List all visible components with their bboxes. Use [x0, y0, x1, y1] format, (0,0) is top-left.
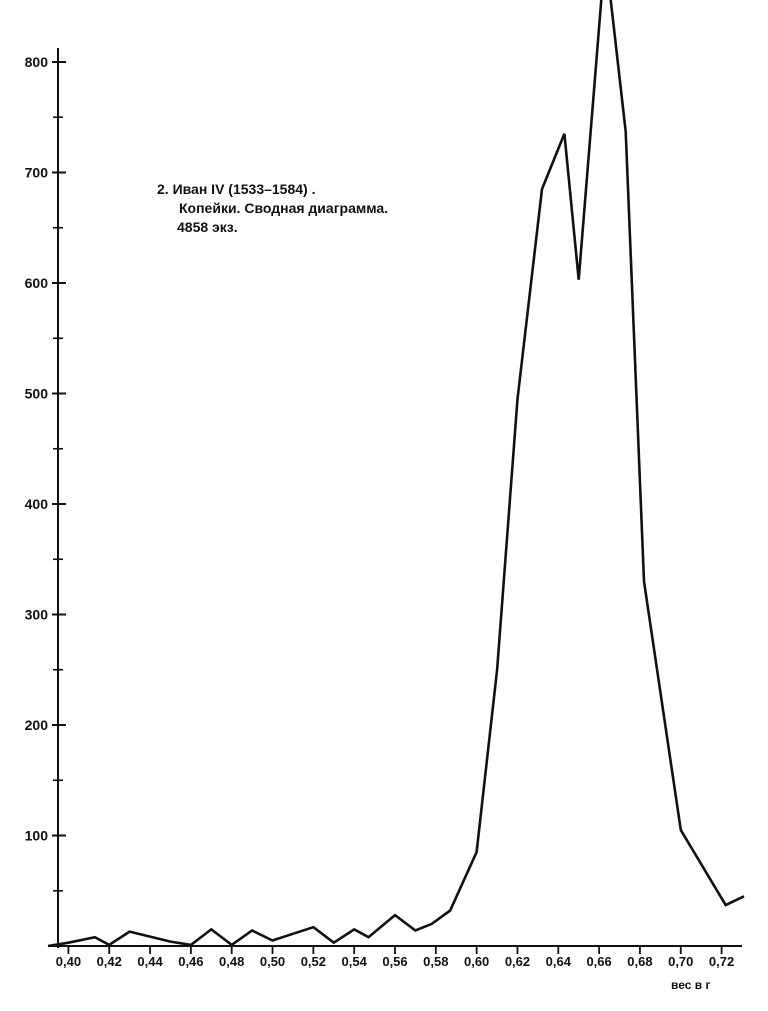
y-tick-label: 400 [25, 496, 49, 512]
y-tick-label: 100 [25, 828, 49, 844]
x-tick-label: 0,40 [56, 954, 81, 969]
x-tick-label: 0,58 [423, 954, 448, 969]
x-tick-label: 0,52 [301, 954, 326, 969]
x-tick-label: 0,66 [586, 954, 611, 969]
x-tick-label: 0,54 [342, 954, 368, 969]
y-tick-label: 700 [25, 165, 49, 181]
x-tick-label: 0,72 [709, 954, 734, 969]
x-tick-label: 0,46 [178, 954, 203, 969]
annotation-line-2: Копейки. Сводная диаграмма. [179, 200, 389, 216]
y-tick-label: 600 [25, 275, 49, 291]
annotation-line-3: 4858 экз. [177, 219, 238, 235]
x-tick-label: 0,62 [505, 954, 530, 969]
x-axis-label: вес в г [671, 978, 711, 992]
x-tick-label: 0,56 [382, 954, 407, 969]
y-tick-label: 300 [25, 607, 49, 623]
chart-annotation: 2. Иван IV (1533–1584) . Копейки. Сводна… [157, 180, 388, 237]
x-ticks: 0,40 0,42 0,44 0,46 0,48 0,50 0,52 0,54 0,56 0,58… [56, 946, 734, 969]
y-tick-label: 800 [25, 54, 49, 70]
x-tick-label: 0,68 [627, 954, 652, 969]
x-tick-label: 0,70 [668, 954, 693, 969]
x-tick-label: 0,60 [464, 954, 489, 969]
series-line [47, 0, 745, 948]
x-tick-label: 0,48 [219, 954, 244, 969]
y-tick-label: 200 [25, 717, 49, 733]
y-tick-label: 500 [25, 386, 49, 402]
x-tick-label: 0,50 [260, 954, 285, 969]
x-tick-label: 0,44 [137, 954, 163, 969]
x-tick-label: 0,42 [97, 954, 122, 969]
y-ticks: 100 200 300 400 500 600 700 800 [25, 54, 66, 892]
annotation-line-1: 2. Иван IV (1533–1584) . [157, 181, 316, 197]
x-tick-label: 0,64 [546, 954, 572, 969]
